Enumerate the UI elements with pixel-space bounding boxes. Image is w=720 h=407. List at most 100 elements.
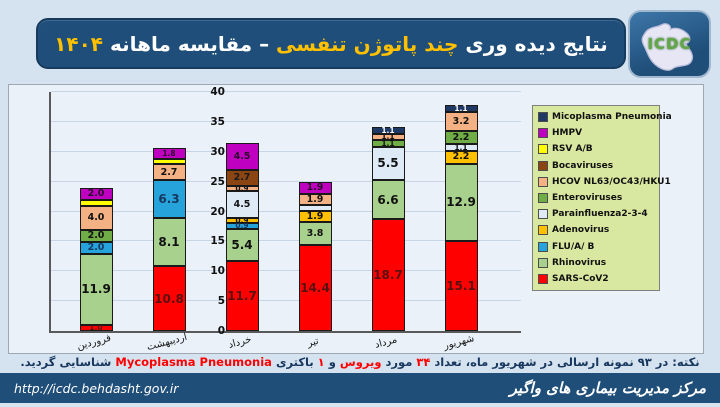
bar-segment-value: 2.7 bbox=[233, 172, 251, 183]
bar-stack-4: 14.4 3.8 1.9 1.9 1.9 bbox=[298, 92, 332, 331]
y-axis-tick-label: 40 bbox=[210, 86, 225, 98]
bar-segment: 8.1 bbox=[152, 218, 186, 267]
bar-segment-value: 18.7 bbox=[373, 268, 403, 283]
bar-segment-value: 0.9 bbox=[235, 183, 249, 193]
bar-segment: 2.0 bbox=[79, 188, 113, 201]
bar-segment: 1.8 bbox=[152, 148, 186, 159]
iran-map-icon bbox=[641, 23, 694, 71]
bar-segment-value: 1.1 bbox=[381, 138, 395, 148]
page-title-part-3: ۱۴۰۴ bbox=[54, 31, 103, 56]
bar-stack-3: 11.7 5.4 0.9 0.9 4.5 0.9 2.7 4.5 bbox=[225, 92, 259, 331]
bar-segment: 4.5 bbox=[225, 142, 259, 170]
bar-segment: 4.5 bbox=[225, 191, 259, 219]
chart-panel: 1.0 11.9 2.0 2.0 4.0 2.0 10.8 8.1 6.3 2.7 1.8 11.7 5… bbox=[8, 84, 704, 354]
legend-swatch-icon bbox=[538, 144, 548, 155]
bar-segment-value: 4.5 bbox=[233, 198, 251, 210]
legend-item: Bocaviruses bbox=[538, 160, 654, 171]
legend-label: RSV A/B bbox=[552, 144, 593, 155]
bar-segment: 1.1 bbox=[371, 138, 405, 148]
bar-segment: 3.8 bbox=[298, 222, 332, 245]
footnote-part-2: مورد bbox=[381, 355, 417, 369]
y-axis-tick-label: 35 bbox=[210, 115, 225, 128]
y-axis-tick-label: 30 bbox=[210, 145, 225, 158]
bar-segment: 1.1 bbox=[371, 127, 405, 134]
bar-segment-value: 2.2 bbox=[452, 151, 470, 163]
bar-segment-value: 2.0 bbox=[87, 230, 105, 242]
bar-segment-value: 6.6 bbox=[377, 192, 399, 207]
bar-segment: 2.2 bbox=[444, 130, 478, 144]
gridline bbox=[51, 210, 521, 212]
gridline bbox=[51, 240, 521, 242]
legend-label: FLU/A/ B bbox=[552, 241, 595, 252]
bar-segment: 11.9 bbox=[79, 253, 113, 326]
footer-url-link[interactable]: http://icdc.behdasht.gov.ir bbox=[14, 380, 179, 396]
bar-segment-value: 3.8 bbox=[306, 227, 324, 239]
legend-swatch-icon bbox=[538, 241, 548, 252]
legend-label: SARS-CoV2 bbox=[552, 273, 609, 284]
legend-label: Enteroviruses bbox=[552, 192, 623, 203]
bar-segment: 6.6 bbox=[371, 179, 405, 220]
legend-label: HCOV NL63/OC43/HKU1 bbox=[552, 176, 671, 187]
legend-item: HMPV bbox=[538, 128, 654, 139]
bar-segment-value: 2.2 bbox=[452, 131, 470, 143]
bar-segment bbox=[298, 204, 332, 211]
icdc-logo-text: ICDC bbox=[647, 35, 692, 53]
legend-swatch-icon bbox=[538, 225, 548, 236]
legend-item: Parainfluenza2-3-4 bbox=[538, 209, 654, 220]
footnote-part-5: ۱ bbox=[317, 355, 325, 369]
y-axis-tick-label: 0 bbox=[217, 325, 225, 337]
legend-item: Adenovirus bbox=[538, 225, 654, 236]
bar-stack-1: 1.0 11.9 2.0 2.0 4.0 2.0 bbox=[79, 92, 113, 333]
legend-item: RSV A/B bbox=[538, 144, 654, 155]
bar-segment-value: 1.9 bbox=[306, 210, 324, 222]
legend-swatch-icon bbox=[538, 192, 548, 203]
legend-label: Micoplasma Pneumonia bbox=[552, 112, 672, 122]
y-axis-tick-label: 5 bbox=[217, 295, 225, 308]
bar-segment: 10.8 bbox=[152, 266, 186, 331]
bar-segment-value: 14.4 bbox=[300, 280, 330, 295]
bar-segment-value: 1.1 bbox=[381, 132, 395, 142]
y-axis-tick-label: 10 bbox=[210, 265, 225, 278]
bar-segment: 2.7 bbox=[152, 164, 186, 181]
legend-label: Parainfluenza2-3-4 bbox=[552, 209, 648, 220]
footnote-part-4: و bbox=[324, 355, 340, 369]
bar-stack-6: 15.1 12.9 2.2 1.1 2.2 3.2 1.1 bbox=[444, 92, 478, 331]
legend-label: Bocaviruses bbox=[552, 160, 614, 171]
bar-segment: 15.1 bbox=[444, 240, 478, 331]
bar-segment-value: 5.5 bbox=[377, 156, 399, 171]
org-name: مرکز مدیریت بیماری های واگیر bbox=[509, 379, 706, 397]
legend-swatch-icon bbox=[538, 209, 548, 220]
bar-segment-value: 2.0 bbox=[87, 188, 105, 200]
legend-swatch-icon bbox=[538, 273, 548, 284]
bar-segment-value: 5.4 bbox=[231, 237, 253, 252]
legend-item: FLU/A/ B bbox=[538, 241, 654, 252]
bar-segment: 14.4 bbox=[298, 244, 332, 331]
bar-segment: 2.0 bbox=[79, 230, 113, 242]
legend-item: HCOV NL63/OC43/HKU1 bbox=[538, 176, 671, 187]
bar-segment-value: 2.7 bbox=[160, 166, 178, 178]
legend-label: Rhinovirus bbox=[552, 257, 607, 268]
bar-segment: 1.9 bbox=[298, 182, 332, 194]
bar-segment-value: 0.9 bbox=[235, 221, 249, 231]
bar-segment-value: 4.0 bbox=[87, 212, 105, 224]
bar-segment-value: 1.9 bbox=[306, 193, 324, 205]
bar-segment: 0.9 bbox=[225, 221, 259, 231]
chart-plot-area: 1.0 11.9 2.0 2.0 4.0 2.0 10.8 8.1 6.3 2.7 1.8 11.7 5… bbox=[49, 91, 521, 333]
bar-segment-value: 11.9 bbox=[81, 282, 111, 297]
bar-segment-value: 3.2 bbox=[452, 115, 470, 127]
bar-segment: 5.4 bbox=[225, 228, 259, 262]
bar-segment: 12.9 bbox=[444, 163, 478, 241]
legend-swatch-icon bbox=[538, 128, 548, 139]
footnote-part-8: شناسایی گردید. bbox=[20, 355, 116, 369]
gridline bbox=[51, 270, 521, 272]
bar-segment: 1.1 bbox=[444, 144, 478, 151]
y-axis-tick-label: 25 bbox=[210, 175, 225, 188]
bar-segment: 4.0 bbox=[79, 206, 113, 231]
bar-segment-value: 6.3 bbox=[158, 192, 180, 207]
bar-segment-value: 2.0 bbox=[87, 242, 105, 254]
bar-segment: 2.0 bbox=[79, 242, 113, 254]
bar-segment-value: 1.1 bbox=[454, 103, 468, 113]
bar-segment-value: 1.0 bbox=[89, 323, 103, 333]
bar-segment: 18.7 bbox=[371, 219, 405, 331]
